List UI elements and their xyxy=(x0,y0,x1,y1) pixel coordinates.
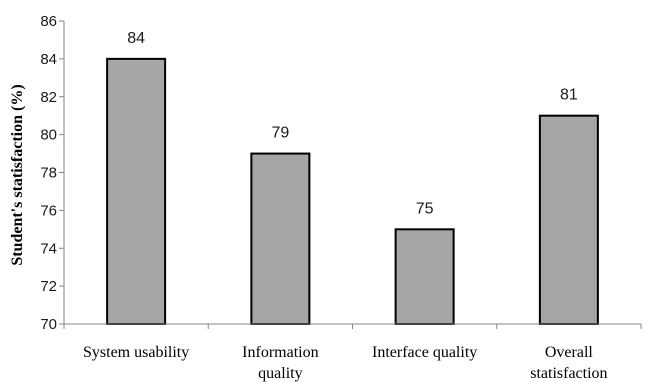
y-tick-label: 78 xyxy=(40,165,57,182)
bar xyxy=(538,114,599,325)
x-tick-label-line: Information xyxy=(242,344,318,361)
x-axis: System usability Information quality Interf… xyxy=(63,323,642,382)
y-tick-label: 74 xyxy=(40,240,57,257)
x-tick-label: Overall statisfaction xyxy=(530,344,607,382)
x-tick-label-line: Interface quality xyxy=(372,344,477,361)
bar xyxy=(394,228,455,325)
y-axis-title: Student's statisfaction (%) xyxy=(9,84,26,265)
x-tick-label-line: quality xyxy=(258,365,302,382)
y-tick-label: 86 xyxy=(40,13,57,30)
y-tick-label: 82 xyxy=(40,89,57,106)
x-tick-label: Information quality xyxy=(242,344,318,382)
x-tick-label: Interface quality xyxy=(372,344,477,361)
data-label: 79 xyxy=(271,125,289,142)
x-tick-label-line: System usability xyxy=(83,344,189,361)
x-tick-label: System usability xyxy=(83,344,189,361)
x-tick-label-line: statisfaction xyxy=(530,365,607,382)
y-axis: 70 72 74 76 78 80 82 84 86 xyxy=(40,13,65,333)
data-label: 84 xyxy=(127,30,145,47)
bars: 84 79 75 81 xyxy=(106,30,599,325)
x-tick-label-line: Overall xyxy=(545,344,594,361)
y-tick-label: 84 xyxy=(40,51,57,68)
y-tick-label: 72 xyxy=(40,278,57,295)
y-tick-label: 76 xyxy=(40,202,57,219)
y-tick-label: 70 xyxy=(40,316,57,333)
data-label: 81 xyxy=(560,87,578,104)
bar xyxy=(106,57,167,325)
data-label: 75 xyxy=(416,200,434,217)
bar xyxy=(250,152,311,325)
y-tick-label: 80 xyxy=(40,127,57,144)
